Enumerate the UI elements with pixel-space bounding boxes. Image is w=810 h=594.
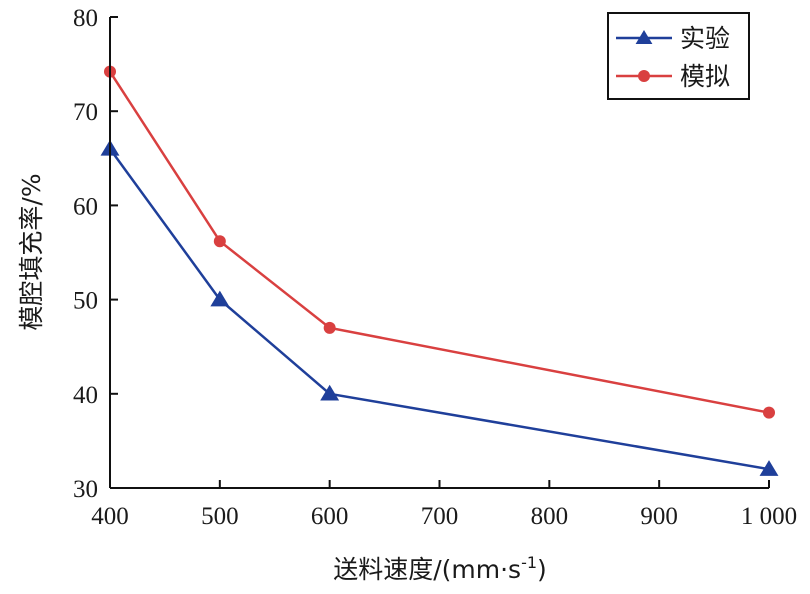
- series-line: [108, 70, 770, 414]
- series-line: [108, 148, 770, 471]
- data-point-circle: [763, 406, 775, 419]
- x-tick-label: 400: [91, 503, 129, 530]
- x-tick-label: 500: [201, 503, 239, 530]
- legend-label: 模拟: [680, 62, 730, 91]
- x-tick-label: 1 000: [741, 503, 797, 530]
- series-layer: [100, 65, 779, 476]
- data-point-circle: [323, 321, 336, 334]
- legend-entry-1: 实验: [616, 24, 730, 53]
- series-2: [104, 65, 775, 419]
- legend-label: 实验: [680, 24, 730, 53]
- legend-marker-triangle: [635, 30, 653, 44]
- y-tick-label: 50: [73, 288, 98, 315]
- y-tick-label: 70: [73, 99, 98, 126]
- data-point-triangle: [759, 460, 779, 476]
- x-axis-title: 送料速度/(mm·s-1): [333, 553, 547, 584]
- x-tick-label: 600: [311, 503, 349, 530]
- legend-entry-2: 模拟: [616, 62, 730, 91]
- data-point-circle: [213, 235, 226, 248]
- series-1: [100, 139, 779, 476]
- y-axis-title: 模腔填充率/%: [17, 173, 46, 330]
- axis-layer: 30 40 50 60 70 80 400 500 600 700 800 900 1 000 送料速度/…: [17, 5, 797, 584]
- legend-box: [607, 12, 750, 100]
- x-tick-label: 900: [640, 503, 678, 530]
- x-tick-label: 800: [531, 503, 569, 530]
- y-tick-label: 60: [73, 193, 98, 220]
- y-tick-label: 80: [73, 5, 98, 32]
- x-tick-label: 700: [421, 503, 459, 530]
- y-tick-label: 40: [73, 382, 98, 409]
- data-point-triangle: [210, 290, 230, 307]
- legend-marker-circle: [638, 70, 650, 82]
- y-tick-label: 30: [73, 476, 98, 503]
- data-point-triangle: [320, 384, 340, 401]
